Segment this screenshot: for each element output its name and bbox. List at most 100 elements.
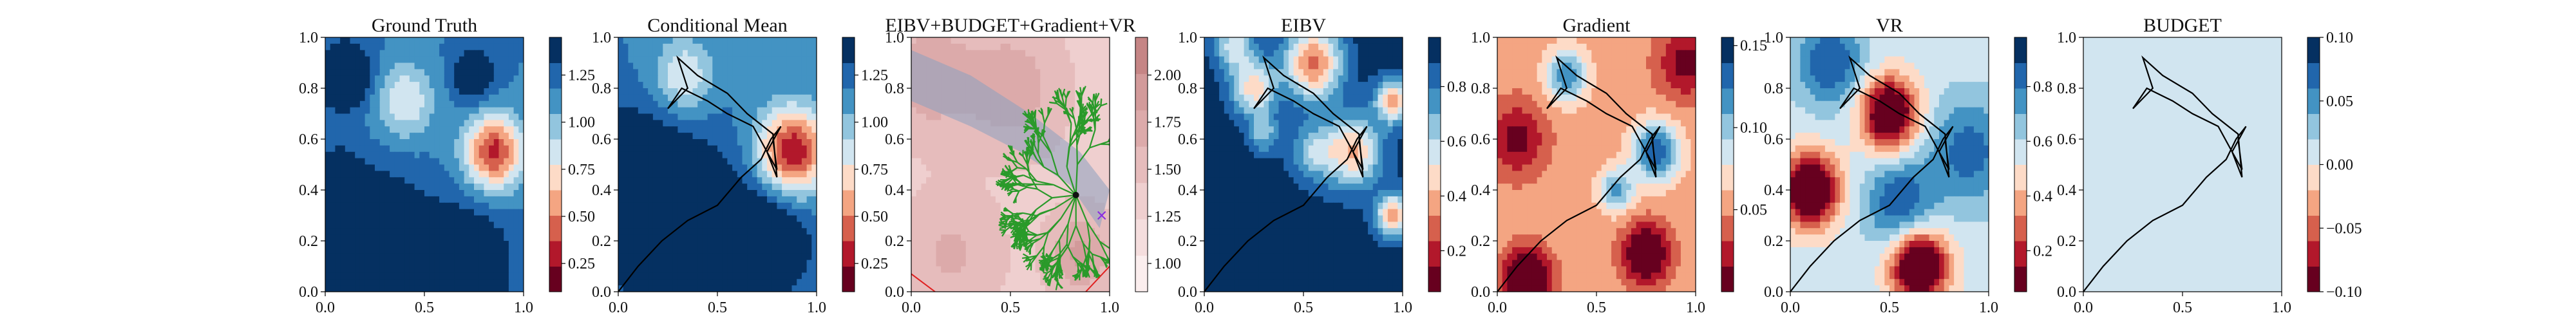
heat-cell bbox=[379, 145, 385, 153]
heat-cell bbox=[806, 209, 812, 216]
heat-cell bbox=[1094, 241, 1101, 248]
heat-cell bbox=[489, 50, 495, 57]
heat-cell bbox=[474, 247, 480, 254]
heat-cell bbox=[921, 50, 927, 57]
heat-cell bbox=[732, 285, 738, 292]
heat-cell bbox=[454, 177, 460, 184]
heat-cell bbox=[384, 88, 390, 95]
heat-cell bbox=[454, 113, 460, 120]
chart-title: Ground Truth bbox=[372, 15, 477, 36]
heat-cell bbox=[628, 88, 634, 95]
heat-cell bbox=[340, 215, 346, 222]
heat-cell bbox=[325, 260, 331, 267]
heat-cell bbox=[707, 50, 713, 57]
heat-cell bbox=[806, 120, 812, 127]
heat-cell bbox=[454, 222, 460, 229]
heat-cell bbox=[414, 82, 420, 89]
heat-cell bbox=[980, 158, 987, 166]
heat-cell bbox=[985, 145, 991, 153]
heat-cell bbox=[956, 228, 961, 235]
heat-cell bbox=[722, 69, 728, 76]
tree-branch bbox=[1094, 93, 1097, 102]
heat-cell bbox=[359, 260, 366, 267]
heat-cell bbox=[806, 158, 812, 166]
heat-cell bbox=[971, 234, 976, 242]
heat-cell bbox=[464, 184, 469, 191]
heat-cell bbox=[737, 145, 743, 153]
heat-cell bbox=[1055, 215, 1061, 222]
heat-cell bbox=[493, 107, 500, 115]
heat-cell bbox=[394, 126, 401, 133]
heat-cell bbox=[370, 196, 375, 204]
heat-cell bbox=[672, 50, 678, 57]
heat-cell bbox=[697, 56, 703, 64]
heat-cell bbox=[409, 126, 415, 133]
heat-cell bbox=[429, 75, 435, 82]
heat-cell bbox=[439, 100, 445, 108]
heat-cell bbox=[638, 82, 644, 89]
heat-cell bbox=[419, 120, 425, 127]
heat-cell bbox=[345, 75, 351, 82]
heat-cell bbox=[683, 94, 688, 102]
heat-cell bbox=[493, 260, 500, 267]
heat-cell bbox=[1050, 82, 1056, 89]
heat-cell bbox=[498, 133, 504, 140]
heat-cell bbox=[375, 253, 381, 261]
heat-cell bbox=[956, 202, 961, 210]
heat-cell bbox=[1015, 247, 1021, 254]
heat-cell bbox=[995, 215, 1001, 222]
heat-cell bbox=[643, 184, 649, 191]
heat-cell bbox=[409, 151, 415, 159]
heat-cell bbox=[677, 209, 683, 216]
y-tick-label: 0.2 bbox=[299, 233, 318, 250]
heat-cell bbox=[1005, 196, 1011, 204]
heat-cell bbox=[350, 266, 355, 273]
heat-cell bbox=[439, 228, 445, 235]
heat-cell bbox=[359, 202, 366, 210]
heat-cell bbox=[444, 100, 450, 108]
heat-cell bbox=[1010, 69, 1016, 76]
heat-cell bbox=[648, 69, 654, 76]
heat-cell bbox=[419, 228, 425, 235]
heat-cell bbox=[747, 285, 753, 292]
heat-cell bbox=[712, 158, 718, 166]
heat-cell bbox=[951, 62, 956, 70]
heat-cell bbox=[747, 43, 753, 51]
heat-cell bbox=[663, 190, 668, 197]
heat-cell bbox=[489, 285, 495, 292]
heat-cell bbox=[449, 62, 455, 70]
heat-cell bbox=[772, 69, 777, 76]
heat-cell bbox=[1040, 285, 1046, 292]
heat-cell bbox=[375, 69, 381, 76]
heat-cell bbox=[345, 184, 351, 191]
heat-cell bbox=[618, 113, 624, 120]
heat-cell bbox=[931, 50, 937, 57]
heat-cell bbox=[365, 247, 370, 254]
heat-cell bbox=[757, 279, 762, 286]
heat-cell bbox=[508, 272, 515, 279]
heat-cell bbox=[335, 215, 341, 222]
heat-cell bbox=[941, 126, 947, 133]
heat-cell bbox=[677, 164, 683, 171]
heat-cell bbox=[404, 247, 410, 254]
x-tick-label: 0.0 bbox=[316, 299, 335, 316]
y-tick-label: 0.6 bbox=[299, 131, 318, 148]
heat-cell bbox=[429, 164, 435, 171]
heat-cell bbox=[414, 158, 420, 166]
heat-cell bbox=[727, 82, 733, 89]
heat-cell bbox=[752, 50, 758, 57]
heat-cell bbox=[990, 190, 996, 197]
heat-cell bbox=[762, 190, 768, 197]
heat-cell bbox=[980, 209, 987, 216]
plot-area bbox=[618, 37, 817, 292]
panel-2: EIBV+BUDGET+Gradient+VR0.0 0.5 1.00.00.20.… bbox=[885, 15, 1181, 316]
heat-cell bbox=[474, 272, 480, 279]
heat-cell bbox=[518, 234, 524, 242]
heat-cell bbox=[478, 260, 484, 267]
heat-cell bbox=[1035, 228, 1041, 235]
heat-cell bbox=[747, 56, 753, 64]
heat-cell bbox=[732, 184, 738, 191]
heat-cell bbox=[782, 126, 788, 133]
heat-cell bbox=[345, 228, 351, 235]
heat-cell bbox=[717, 151, 723, 159]
